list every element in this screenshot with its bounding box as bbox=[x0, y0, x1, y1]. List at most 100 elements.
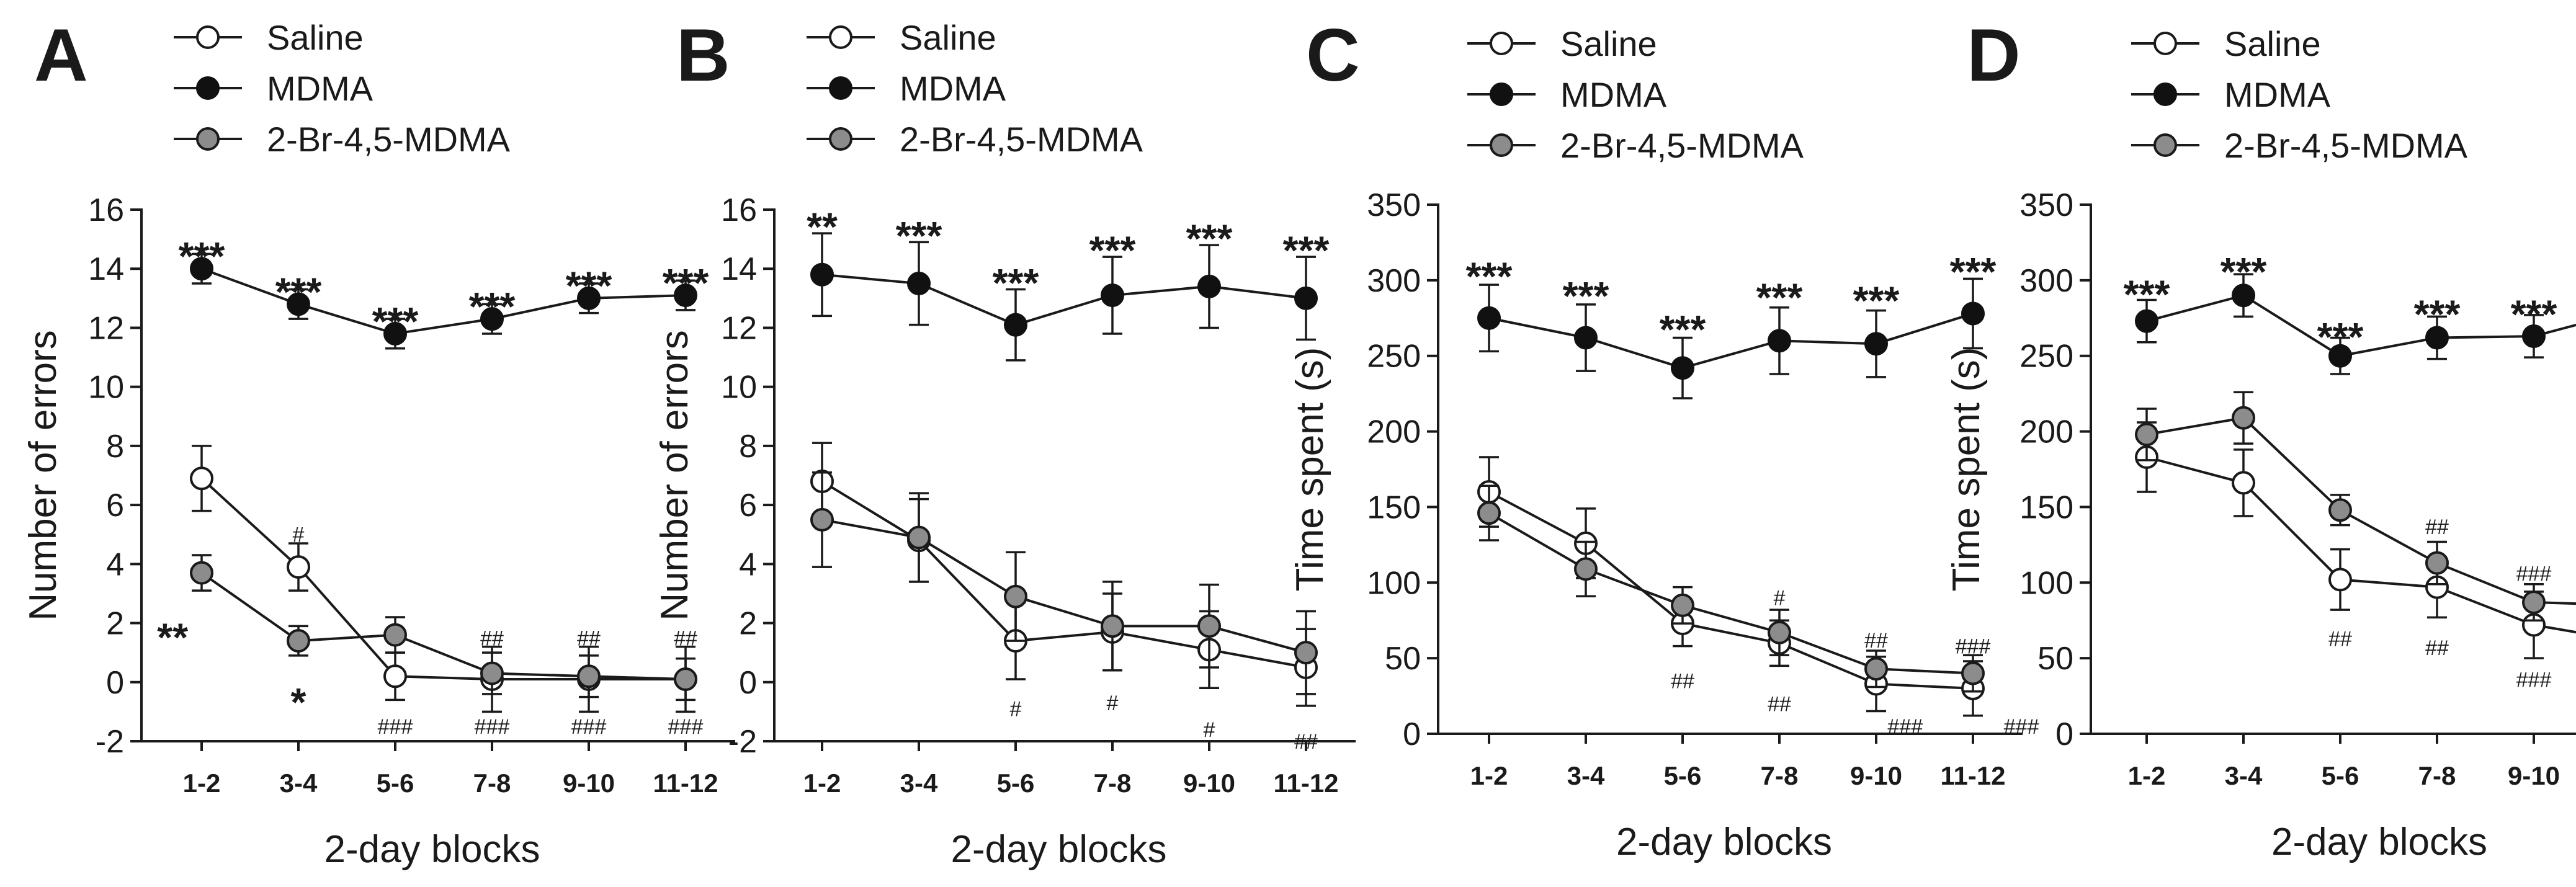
panel-d-y-tick-label-250: 250 bbox=[2019, 339, 2073, 375]
panel-a-y-tick-label-2: 2 bbox=[106, 606, 124, 642]
panel-a-y-tick-label-12: 12 bbox=[88, 310, 124, 346]
panel-d-point-2-br-4-5-mdma-1 bbox=[2232, 406, 2255, 430]
panel-a-legend-label-saline: Saline bbox=[267, 18, 364, 57]
panel-c-point-mdma-2 bbox=[1671, 356, 1694, 380]
panel-a-annotation-hash-14: ### bbox=[571, 715, 607, 739]
panel-d-y-axis-title: Time spent (s) bbox=[1945, 347, 1988, 592]
panel-a-annotation-hash-6: # bbox=[293, 524, 305, 547]
panel-d-legend-label-2-br-4-5-mdma: 2-Br-4,5-MDMA bbox=[2224, 126, 2468, 165]
panel-c-y-tick-label-300: 300 bbox=[1367, 263, 1421, 299]
panel-a-legend-label-2-br-4-5-mdma: 2-Br-4,5-MDMA bbox=[267, 120, 511, 159]
panel-b-annotation-star-1: *** bbox=[896, 213, 942, 258]
panel-a-point-saline-2 bbox=[383, 664, 407, 689]
panel-c-y-tick-label-350: 350 bbox=[1367, 187, 1421, 223]
panel-b-annotation-hash-8: # bbox=[1204, 718, 1215, 742]
panel-c-annotation-star-3: *** bbox=[1756, 275, 1803, 320]
panel-a-y-tick-label-2: -2 bbox=[96, 724, 124, 760]
panel-d-annotation-star-2: *** bbox=[2317, 314, 2364, 359]
panel-c-y-tick-label-100: 100 bbox=[1367, 565, 1421, 601]
panel-b-y-tick-label-6: 6 bbox=[739, 488, 757, 524]
panel-a-x-tick-label-1-2: 1-2 bbox=[183, 769, 221, 798]
panel-a-x-tick-label-5-6: 5-6 bbox=[377, 769, 414, 798]
panel-d-line-saline bbox=[2146, 456, 2576, 634]
panel-a-annotation-star-5: *** bbox=[663, 261, 709, 305]
panel-b-point-2-br-4-5-mdma-0 bbox=[810, 507, 834, 532]
panel-a-point-2-br-4-5-mdma-5 bbox=[674, 667, 697, 692]
panel-b-annotation-star-4: *** bbox=[1186, 216, 1233, 261]
panel-d-point-saline-1 bbox=[2232, 471, 2255, 495]
panel-d-letter: D bbox=[1967, 14, 2021, 97]
panel-c-y-tick-label-150: 150 bbox=[1367, 489, 1421, 525]
panel-a-point-2-br-4-5-mdma-1 bbox=[287, 629, 310, 653]
panel-d-annotation-star-4: *** bbox=[2511, 292, 2557, 336]
panel-a-annotation-hash-9: ## bbox=[480, 626, 504, 650]
panel-b-annotation-star-2: *** bbox=[993, 261, 1039, 305]
panel-d-annotation-hash-10: ## bbox=[2425, 636, 2449, 660]
panel-c-annotation-hash-7: ## bbox=[1864, 629, 1888, 653]
panel-a-annotation-star-2: *** bbox=[372, 299, 419, 344]
panel-c-point-2-br-4-5-mdma-0 bbox=[1477, 501, 1501, 525]
panel-c-annotation-star-1: *** bbox=[1563, 274, 1609, 318]
panel-c-annotation-hash-8: ### bbox=[1956, 635, 1991, 659]
panel-c-line-saline bbox=[1488, 491, 1974, 690]
panel-a-y-tick-label-16: 16 bbox=[88, 192, 124, 228]
panel-c-x-tick-label-7-8: 7-8 bbox=[1761, 761, 1799, 790]
panel-a-y-tick-label-4: 4 bbox=[106, 546, 124, 582]
panel-a-point-mdma-0 bbox=[190, 257, 213, 281]
panel-b-point-mdma-3 bbox=[1101, 283, 1124, 308]
panel-d-point-2-br-4-5-mdma-0 bbox=[2135, 422, 2158, 447]
panel-d-series-2-br-4-5-mdma bbox=[2135, 391, 2576, 622]
panel-a-annotation-star-7: ** bbox=[157, 615, 188, 659]
panel-b-point-mdma-4 bbox=[1197, 274, 1221, 298]
panel-a-y-tick-label-14: 14 bbox=[88, 251, 124, 287]
panel-b-y-tick-label-2: -2 bbox=[728, 724, 757, 760]
panel-a-annotation-hash-11: ## bbox=[674, 626, 697, 650]
panel-c-annotation-hash-6: # bbox=[1774, 587, 1786, 610]
panel-c-legend-marker-mdma bbox=[1490, 82, 1513, 106]
panel-d-point-mdma-0 bbox=[2135, 309, 2158, 333]
panel-d-point-mdma-3 bbox=[2425, 326, 2449, 350]
panel-d-x-tick-label-5-6: 5-6 bbox=[2322, 761, 2359, 790]
panel-d-point-2-br-4-5-mdma-2 bbox=[2328, 498, 2352, 522]
panel-b-point-2-br-4-5-mdma-1 bbox=[907, 525, 931, 550]
panel-a-legend-marker-2-br-4-5-mdma bbox=[196, 127, 220, 151]
panel-a-annotation-hash-12: ### bbox=[378, 715, 413, 739]
panel-a-point-saline-1 bbox=[287, 555, 310, 579]
panel-d-series-saline bbox=[2135, 421, 2576, 659]
panel-c-y-tick-label-0: 0 bbox=[1403, 716, 1421, 752]
panel-d-legend-marker-mdma bbox=[2153, 82, 2177, 106]
panel-c-letter: C bbox=[1306, 14, 1360, 97]
panel-d-annotation-hash-6: ## bbox=[2425, 515, 2449, 539]
panel-d-annotation-star-0: *** bbox=[2124, 272, 2170, 317]
panel-a-annotation-star-8: * bbox=[291, 680, 306, 724]
panel-c: C Saline MDMA 2-Br-4,5-MDMA 0 50 100 150 200 250 3… bbox=[1289, 14, 2039, 863]
panel-c-legend-label-2-br-4-5-mdma: 2-Br-4,5-MDMA bbox=[1560, 126, 1804, 165]
panel-a-point-mdma-1 bbox=[287, 292, 310, 316]
panel-c-x-tick-label-9-10: 9-10 bbox=[1850, 761, 1902, 790]
panel-a-point-2-br-4-5-mdma-0 bbox=[190, 561, 213, 585]
panel-b-legend-label-2-br-4-5-mdma: 2-Br-4,5-MDMA bbox=[900, 120, 1143, 159]
panel-b-x-tick-label-7-8: 7-8 bbox=[1094, 769, 1132, 798]
panel-c-y-tick-label-50: 50 bbox=[1385, 641, 1421, 677]
panel-d-x-tick-label-9-10: 9-10 bbox=[2508, 761, 2560, 790]
panel-d-y-tick-label-350: 350 bbox=[2019, 187, 2073, 223]
panel-c-annotation-star-2: *** bbox=[1660, 307, 1706, 352]
panel-a-series-saline bbox=[190, 445, 697, 713]
panel-d-point-mdma-2 bbox=[2328, 344, 2352, 368]
panel-a-annotation-hash-13: ### bbox=[475, 715, 510, 739]
panel-c-point-2-br-4-5-mdma-5 bbox=[1961, 661, 1985, 685]
panel-d-point-2-br-4-5-mdma-4 bbox=[2522, 590, 2546, 614]
panel-d-x-tick-label-1-2: 1-2 bbox=[2128, 761, 2166, 790]
panel-c-x-tick-label-5-6: 5-6 bbox=[1664, 761, 1702, 790]
panel-a-y-tick-label-8: 8 bbox=[106, 429, 124, 465]
panel-c-legend-label-mdma: MDMA bbox=[1560, 75, 1667, 114]
panel-a-annotation-star-1: *** bbox=[275, 269, 322, 314]
panel-b-x-tick-label-5-6: 5-6 bbox=[997, 769, 1035, 798]
panel-b-y-tick-label-2: 2 bbox=[739, 606, 757, 642]
panel-a-legend-marker-mdma bbox=[196, 76, 220, 100]
panel-b-x-tick-label-1-2: 1-2 bbox=[803, 769, 841, 798]
panel-d-y-tick-label-100: 100 bbox=[2019, 565, 2073, 601]
panel-b: B Saline MDMA 2-Br-4,5-MDMA -2 0 2 4 6 8 10 12 14 16 1… bbox=[653, 14, 1356, 871]
panel-b-point-mdma-2 bbox=[1004, 313, 1027, 337]
